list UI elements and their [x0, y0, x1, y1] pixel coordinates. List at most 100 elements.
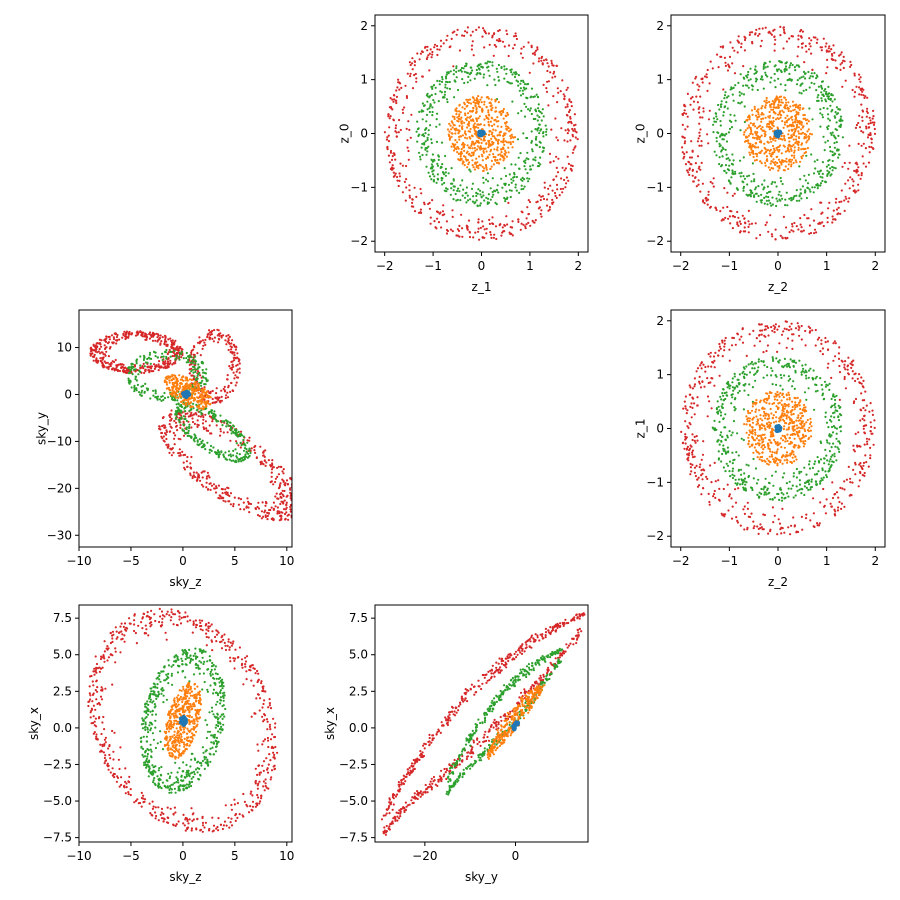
scatter-point: [754, 65, 757, 68]
scatter-point: [403, 180, 406, 183]
scatter-point: [775, 68, 779, 71]
scatter-point: [111, 367, 114, 370]
scatter-point: [140, 333, 143, 336]
scatter-point: [118, 338, 121, 341]
scatter-point: [799, 217, 802, 220]
scatter-point: [456, 234, 459, 237]
scatter-point: [477, 218, 480, 221]
scatter-point: [399, 162, 402, 165]
scatter-point: [483, 103, 486, 106]
scatter-point: [238, 371, 241, 374]
scatter-point: [808, 135, 811, 139]
scatter-point: [285, 501, 288, 504]
scatter-point: [722, 206, 725, 209]
scatter-point: [452, 189, 455, 192]
scatter-point: [551, 198, 554, 201]
scatter-point: [848, 187, 851, 190]
scatter-point: [457, 152, 460, 155]
scatter-point: [485, 105, 488, 108]
scatter-point: [792, 197, 795, 200]
scatter-point: [406, 72, 409, 75]
scatter-point: [192, 402, 195, 405]
scatter-point: [873, 121, 876, 124]
scatter-point: [405, 127, 408, 130]
scatter-point: [861, 90, 864, 93]
scatter-point: [747, 79, 750, 82]
x-tick-label: −1: [721, 259, 739, 273]
scatter-point: [206, 471, 209, 474]
scatter-point: [277, 465, 280, 468]
scatter-point: [247, 500, 250, 503]
scatter-point: [284, 517, 287, 521]
scatter-point: [207, 488, 210, 491]
scatter-point: [285, 479, 289, 482]
scatter-point: [751, 149, 754, 153]
scatter-point: [764, 130, 767, 133]
scatter-point: [172, 451, 175, 454]
scatter-point: [805, 133, 808, 136]
scatter-point: [159, 334, 162, 337]
scatter-point: [493, 148, 496, 151]
scatter-point: [813, 232, 816, 235]
scatter-point: [482, 139, 485, 142]
scatter-point: [814, 167, 817, 170]
scatter-point: [822, 224, 825, 228]
scatter-point: [443, 181, 446, 185]
scatter-point: [133, 368, 136, 371]
scatter-point: [276, 466, 279, 469]
scatter-point: [417, 127, 420, 130]
scatter-point: [413, 60, 417, 64]
scatter-point: [790, 163, 793, 166]
scatter-point: [426, 95, 429, 98]
scatter-point: [386, 146, 389, 149]
scatter-point: [706, 89, 709, 92]
scatter-point: [774, 118, 778, 121]
scatter-point: [705, 76, 708, 79]
scatter-point: [840, 200, 843, 203]
scatter-point: [448, 46, 451, 49]
scatter-point: [550, 128, 553, 131]
scatter-point: [699, 116, 702, 119]
scatter-point: [811, 186, 814, 189]
scatter-point: [277, 497, 280, 500]
scatter-point: [563, 169, 566, 172]
scatter-point: [760, 149, 764, 152]
scatter-point: [224, 339, 227, 342]
scatter-point: [502, 107, 505, 111]
scatter-point: [493, 43, 496, 47]
scatter-point: [168, 381, 171, 384]
scatter-point: [785, 101, 788, 104]
scatter-point: [452, 178, 455, 181]
scatter-point: [742, 187, 745, 190]
scatter-point: [156, 339, 160, 342]
scatter-point: [183, 431, 187, 434]
scatter-point: [519, 178, 523, 181]
scatter-point: [525, 157, 528, 160]
scatter-point: [233, 351, 236, 354]
scatter-point: [427, 202, 430, 206]
scatter-point: [191, 420, 195, 424]
scatter-point: [787, 107, 790, 110]
scatter-point: [438, 48, 441, 51]
scatter-point: [563, 178, 566, 182]
scatter-point: [561, 166, 564, 169]
scatter-point: [397, 184, 400, 188]
scatter-point: [485, 165, 488, 168]
scatter-point: [718, 145, 721, 148]
scatter-point: [794, 106, 798, 109]
scatter-point: [214, 491, 218, 494]
scatter-point: [542, 83, 545, 86]
scatter-point: [545, 87, 548, 90]
scatter-point: [169, 362, 172, 365]
scatter-point: [808, 232, 811, 235]
scatter-point: [727, 217, 730, 220]
scatter-point: [562, 187, 565, 190]
scatter-point: [760, 162, 763, 165]
scatter-point: [426, 56, 429, 59]
scatter-point: [169, 430, 172, 433]
scatter-point: [127, 381, 131, 384]
scatter-point: [501, 226, 504, 229]
scatter-point: [444, 167, 447, 170]
scatter-point: [783, 70, 786, 73]
scatter-point: [750, 31, 754, 34]
